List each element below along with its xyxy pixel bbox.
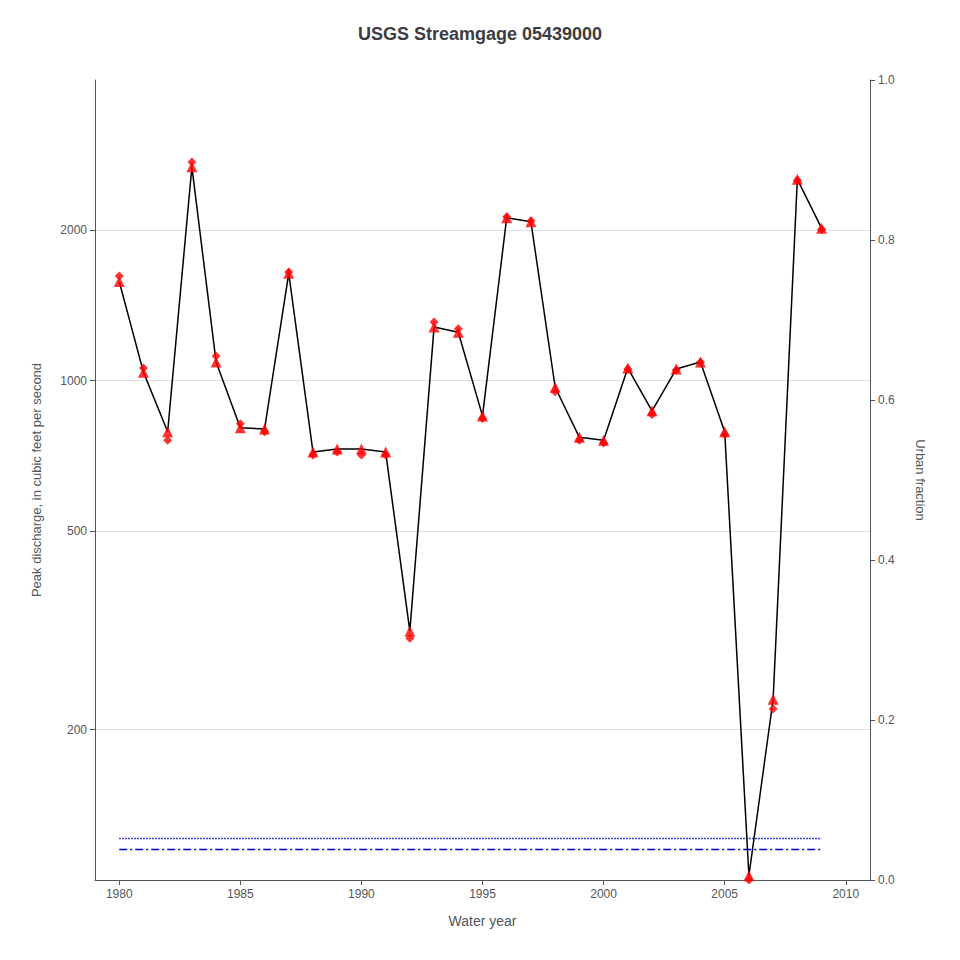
svg-text:1.0: 1.0 [878,73,895,87]
svg-text:0.8: 0.8 [878,233,895,247]
svg-text:1990: 1990 [348,887,375,901]
svg-text:1985: 1985 [227,887,254,901]
svg-text:500: 500 [67,524,87,538]
svg-text:USGS Streamgage 05439000: USGS Streamgage 05439000 [358,24,602,44]
svg-text:0.6: 0.6 [878,393,895,407]
svg-text:1995: 1995 [469,887,496,901]
svg-text:0.4: 0.4 [878,553,895,567]
svg-text:2005: 2005 [711,887,738,901]
svg-text:0.2: 0.2 [878,713,895,727]
svg-text:Urban fraction: Urban fraction [913,439,928,521]
svg-text:1000: 1000 [60,374,87,388]
svg-text:2000: 2000 [60,223,87,237]
svg-text:1980: 1980 [106,887,133,901]
svg-text:0.0: 0.0 [878,873,895,887]
svg-text:2010: 2010 [832,887,859,901]
svg-text:Peak discharge, in cubic feet: Peak discharge, in cubic feet per second [29,363,44,597]
svg-text:2000: 2000 [590,887,617,901]
svg-text:Water year: Water year [449,913,517,929]
svg-text:200: 200 [67,723,87,737]
